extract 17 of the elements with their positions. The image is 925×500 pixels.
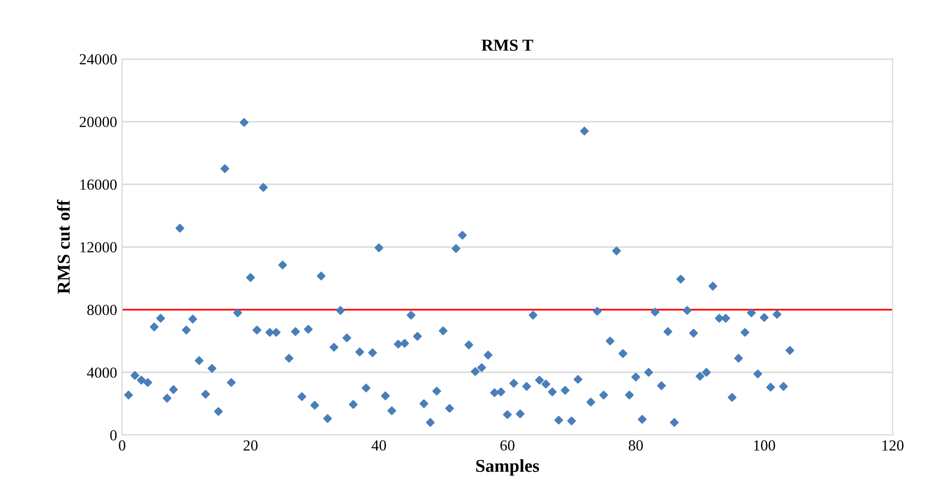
y-tick-label: 8000	[87, 304, 117, 316]
y-tick-label: 16000	[80, 179, 117, 190]
chart-title: RMS T	[482, 40, 534, 51]
x-tick-label: 40	[372, 440, 386, 451]
y-tick-label: 24000	[80, 54, 117, 64]
y-tick-label: 4000	[86, 367, 117, 378]
y-axis-title: RMS cut off	[56, 200, 70, 294]
y-tick-label: 0	[110, 430, 117, 440]
x-axis-title: Samples	[476, 459, 540, 476]
y-tick-label: 20000	[80, 116, 117, 128]
x-tick-label: 120	[882, 440, 904, 451]
x-tick-label: 60	[500, 440, 514, 451]
y-tick-label: 12000	[80, 242, 117, 252]
x-tick-label: 20	[244, 440, 258, 451]
x-tick-label: 0	[118, 440, 126, 451]
x-tick-label: 100	[754, 440, 776, 451]
x-tick-label: 80	[628, 440, 643, 451]
